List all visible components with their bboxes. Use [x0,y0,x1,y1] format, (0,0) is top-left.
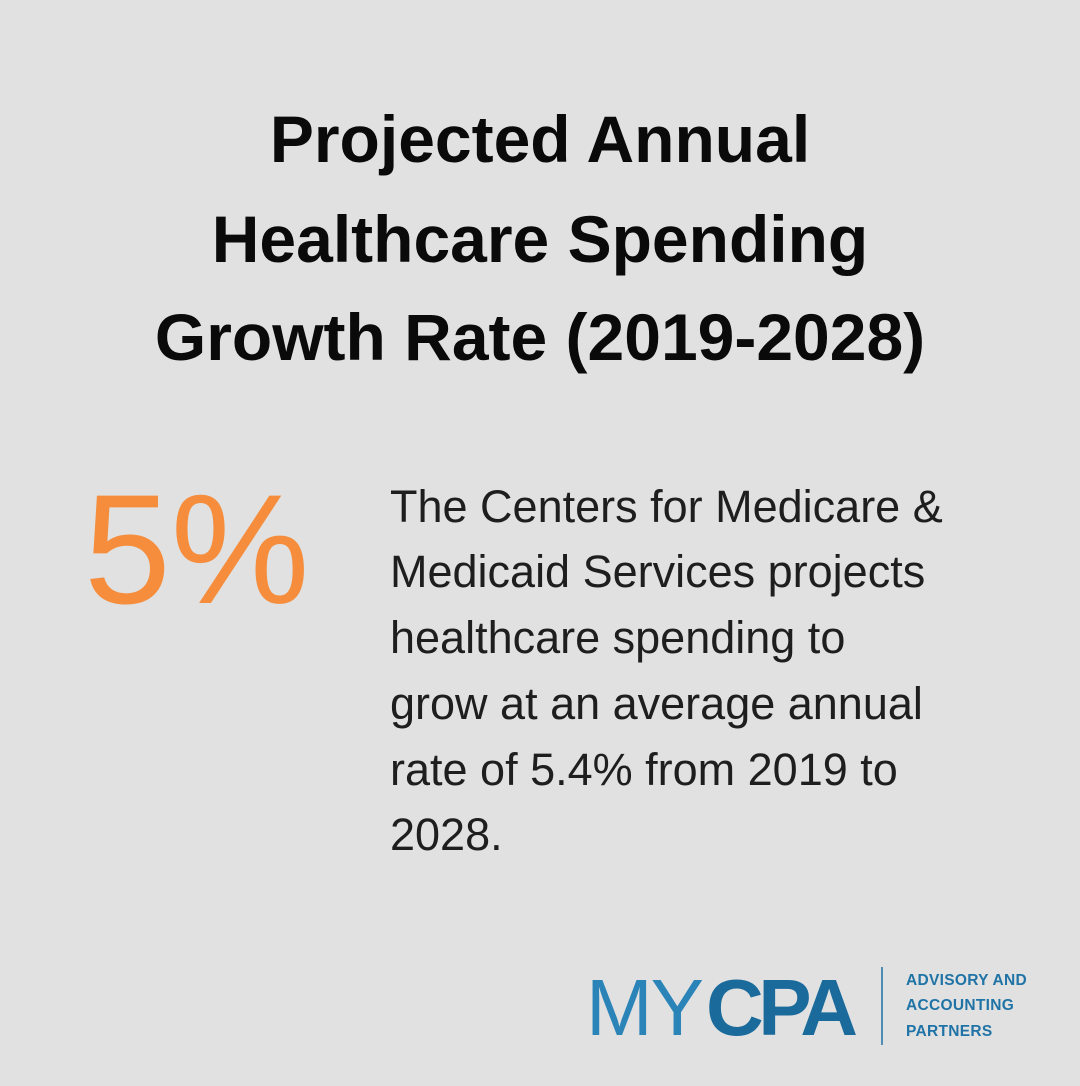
logo-tagline: ADVISORY AND [906,972,1027,989]
description-line: 2028. [390,809,503,860]
stat: 5% [84,463,309,637]
title-line: Healthcare Spending [212,202,869,276]
description-line: Medicaid Services projects [390,546,925,597]
logo-tagline: ACCOUNTING [906,997,1014,1014]
description-line: grow at an average annual [390,678,923,729]
description-line: rate of 5.4% from 2019 to [390,744,898,795]
description-line: healthcare spending to [390,612,845,663]
title-line: Growth Rate (2019-2028) [155,300,925,374]
logo-cpa: CPA [706,963,858,1052]
description-line: The Centers for Medicare & [390,481,943,532]
logo-my: MY [586,963,704,1052]
title-line: Projected Annual [270,102,810,176]
logo-tagline: PARTNERS [906,1023,993,1040]
